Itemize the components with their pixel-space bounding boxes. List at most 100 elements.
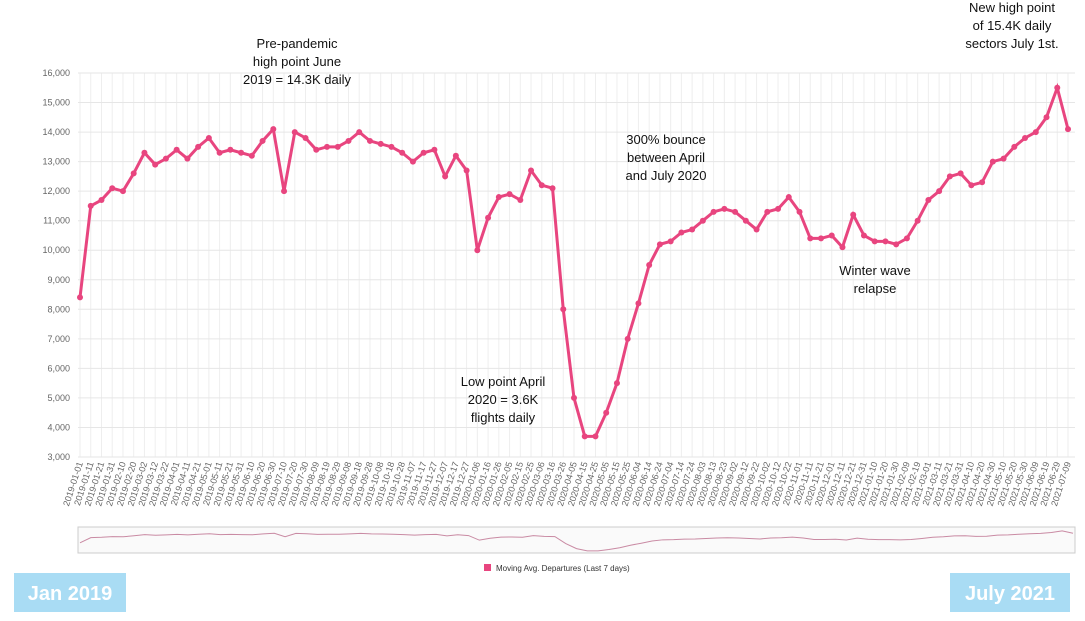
- y-tick-label: 14,000: [42, 127, 70, 137]
- point: [957, 170, 964, 177]
- annotation: and July 2020: [626, 168, 707, 183]
- point: [732, 208, 739, 215]
- point: [141, 149, 148, 156]
- point: [227, 146, 234, 153]
- point: [216, 149, 223, 156]
- annotation: 300% bounce: [626, 132, 706, 147]
- point: [1011, 143, 1018, 150]
- point: [205, 134, 212, 141]
- point: [613, 380, 620, 387]
- point: [742, 217, 749, 224]
- point: [119, 188, 126, 195]
- point: [581, 433, 588, 440]
- point: [946, 173, 953, 180]
- annotation: 2020 = 3.6K: [468, 392, 539, 407]
- point: [689, 226, 696, 233]
- point: [528, 167, 535, 174]
- point: [979, 179, 986, 186]
- point: [1032, 129, 1039, 136]
- point: [1043, 114, 1050, 121]
- point: [936, 188, 943, 195]
- point: [656, 241, 663, 248]
- point: [388, 143, 395, 150]
- point: [334, 143, 341, 150]
- point: [130, 170, 137, 177]
- annotation: flights daily: [471, 410, 536, 425]
- point: [152, 161, 159, 168]
- y-tick-label: 7,000: [47, 334, 70, 344]
- point: [506, 191, 513, 198]
- point: [914, 217, 921, 224]
- y-tick-label: 16,000: [42, 68, 70, 78]
- point: [989, 158, 996, 165]
- annotation: New high point: [969, 0, 1055, 15]
- range-box: [950, 573, 1070, 612]
- annotation: 2019 = 14.3K daily: [243, 72, 352, 87]
- navigator-line: [79, 530, 1074, 552]
- point: [699, 217, 706, 224]
- point: [903, 235, 910, 242]
- point: [495, 194, 502, 201]
- point: [549, 185, 556, 192]
- point: [721, 205, 728, 212]
- point: [281, 188, 288, 195]
- point: [710, 208, 717, 215]
- point: [248, 152, 255, 159]
- point: [98, 197, 105, 204]
- point: [807, 235, 814, 242]
- point: [109, 185, 116, 192]
- point: [270, 126, 277, 133]
- point: [463, 167, 470, 174]
- point: [571, 394, 577, 401]
- point: [313, 146, 320, 153]
- point: [560, 306, 567, 313]
- point: [1054, 84, 1061, 91]
- point: [173, 146, 180, 153]
- point: [667, 238, 674, 245]
- point: [796, 208, 803, 215]
- point: [893, 241, 900, 248]
- point: [785, 194, 792, 201]
- point: [195, 143, 202, 150]
- point: [184, 155, 191, 162]
- point: [882, 238, 889, 245]
- point: [753, 226, 760, 233]
- point: [850, 211, 857, 218]
- point: [925, 197, 932, 204]
- point: [1065, 126, 1071, 133]
- point: [517, 197, 524, 204]
- range-label: Jan 2019: [28, 583, 113, 605]
- point: [366, 137, 373, 144]
- point: [485, 214, 492, 221]
- annotation: Pre-pandemic: [257, 36, 338, 51]
- point: [399, 149, 406, 156]
- legend-swatch: [484, 564, 491, 571]
- point: [377, 140, 384, 147]
- point: [635, 300, 642, 307]
- point: [603, 409, 610, 416]
- point: [775, 205, 782, 212]
- y-tick-label: 4,000: [47, 422, 70, 432]
- point: [324, 143, 330, 150]
- legend-label: Moving Avg. Departures (Last 7 days): [496, 564, 630, 573]
- point: [87, 202, 94, 209]
- point: [420, 149, 427, 156]
- point: [474, 247, 481, 254]
- point: [624, 335, 631, 342]
- annotation: high point June: [253, 54, 341, 69]
- point: [162, 155, 169, 162]
- y-tick-label: 8,000: [47, 304, 70, 314]
- y-tick-label: 11,000: [43, 216, 70, 226]
- point: [818, 235, 824, 242]
- y-tick-label: 9,000: [47, 275, 70, 285]
- point: [968, 182, 975, 189]
- y-tick-label: 5,000: [47, 393, 70, 403]
- annotation: sectors July 1st.: [965, 36, 1058, 51]
- point: [860, 232, 867, 239]
- point: [431, 146, 438, 153]
- point: [678, 229, 685, 236]
- point: [828, 232, 835, 239]
- point: [302, 134, 309, 141]
